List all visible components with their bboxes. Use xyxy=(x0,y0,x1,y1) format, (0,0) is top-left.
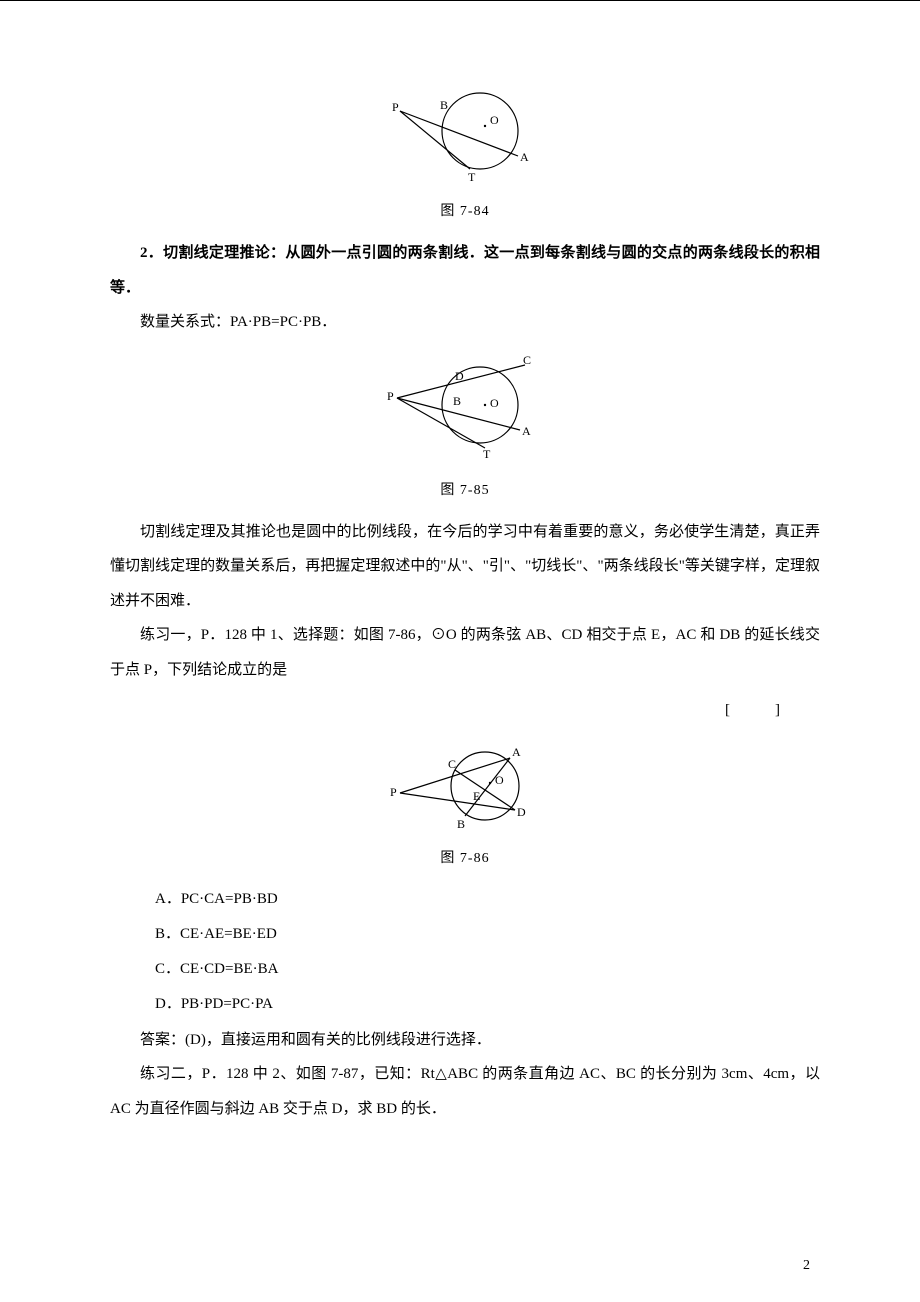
relation-text: 数量关系式：PA·PB=PC·PB． xyxy=(110,305,820,340)
figure-7-84-caption: 图 7-84 xyxy=(110,200,820,220)
svg-text:P: P xyxy=(392,100,399,114)
paragraph-explain: 切割线定理及其推论也是圆中的比例线段，在今后的学习中有着重要的意义，务必使学生清… xyxy=(110,515,820,619)
svg-text:T: T xyxy=(468,170,476,184)
svg-text:B: B xyxy=(457,817,465,831)
page-number: 2 xyxy=(803,1258,810,1274)
page: P B O A T 图 7-84 2．切割线定理推论：从圆外一点引圆的两条割线．… xyxy=(0,0,920,1302)
answer-bracket: [ ] xyxy=(110,693,820,728)
theorem-heading: 2．切割线定理推论：从圆外一点引圆的两条割线．这一点到每条割线与圆的交点的两条线… xyxy=(110,236,820,305)
svg-text:O: O xyxy=(490,396,499,410)
svg-text:A: A xyxy=(522,424,531,438)
svg-text:O: O xyxy=(490,113,499,127)
figure-7-85: P D C B O A T 图 7-85 xyxy=(110,350,820,499)
figure-7-86-caption: 图 7-86 xyxy=(110,847,820,867)
exercise-2-text: 练习二，P．128 中 2、如图 7-87，已知：Rt△ABC 的两条直角边 A… xyxy=(110,1057,820,1126)
svg-text:D: D xyxy=(455,369,464,383)
svg-text:P: P xyxy=(387,389,394,403)
exercise-1-text: 练习一，P．128 中 1、选择题：如图 7-86，⊙O 的两条弦 AB、CD … xyxy=(110,618,820,687)
svg-text:B: B xyxy=(440,98,448,112)
svg-text:O: O xyxy=(495,773,504,787)
option-b: B．CE·AE=BE·ED xyxy=(155,918,820,951)
svg-text:A: A xyxy=(512,745,521,759)
answer-text: 答案：(D)，直接运用和圆有关的比例线段进行选择． xyxy=(110,1023,820,1058)
svg-text:T: T xyxy=(483,447,491,461)
option-d: D．PB·PD=PC·PA xyxy=(155,988,820,1021)
svg-text:D: D xyxy=(517,805,526,819)
svg-text:C: C xyxy=(523,353,531,367)
options-list: A．PC·CA=PB·BD B．CE·AE=BE·ED C．CE·CD=BE·B… xyxy=(155,883,820,1021)
figure-7-86-svg: P C A O E B D xyxy=(385,738,545,838)
svg-text:E: E xyxy=(473,789,480,803)
svg-text:A: A xyxy=(520,150,529,164)
option-c: C．CE·CD=BE·BA xyxy=(155,953,820,986)
figure-7-85-svg: P D C B O A T xyxy=(385,350,545,470)
figure-7-84: P B O A T 图 7-84 xyxy=(110,81,820,220)
figure-7-86: P C A O E B D 图 7-86 xyxy=(110,738,820,867)
svg-text:P: P xyxy=(390,785,397,799)
svg-text:C: C xyxy=(448,757,456,771)
figure-7-84-svg: P B O A T xyxy=(390,81,540,191)
figure-7-85-caption: 图 7-85 xyxy=(110,479,820,499)
svg-text:B: B xyxy=(453,394,461,408)
option-a: A．PC·CA=PB·BD xyxy=(155,883,820,916)
